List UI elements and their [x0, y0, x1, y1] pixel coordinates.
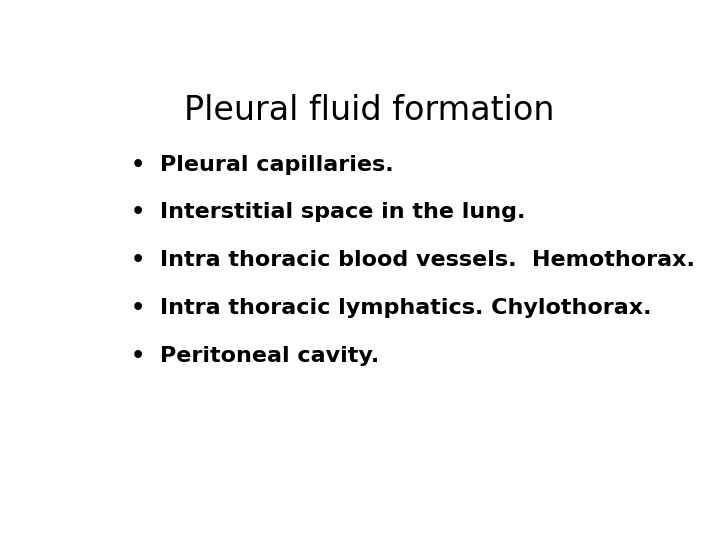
Text: •: • [130, 202, 145, 222]
Text: •: • [130, 346, 145, 366]
Text: Pleural capillaries.: Pleural capillaries. [160, 154, 393, 174]
Text: Pleural fluid formation: Pleural fluid formation [184, 94, 554, 127]
Text: •: • [130, 298, 145, 318]
Text: •: • [130, 154, 145, 174]
Text: Intra thoracic blood vessels.  Hemothorax.: Intra thoracic blood vessels. Hemothorax… [160, 250, 695, 270]
Text: •: • [130, 250, 145, 270]
Text: Peritoneal cavity.: Peritoneal cavity. [160, 346, 379, 366]
Text: Interstitial space in the lung.: Interstitial space in the lung. [160, 202, 525, 222]
Text: Intra thoracic lymphatics. Chylothorax.: Intra thoracic lymphatics. Chylothorax. [160, 298, 652, 318]
